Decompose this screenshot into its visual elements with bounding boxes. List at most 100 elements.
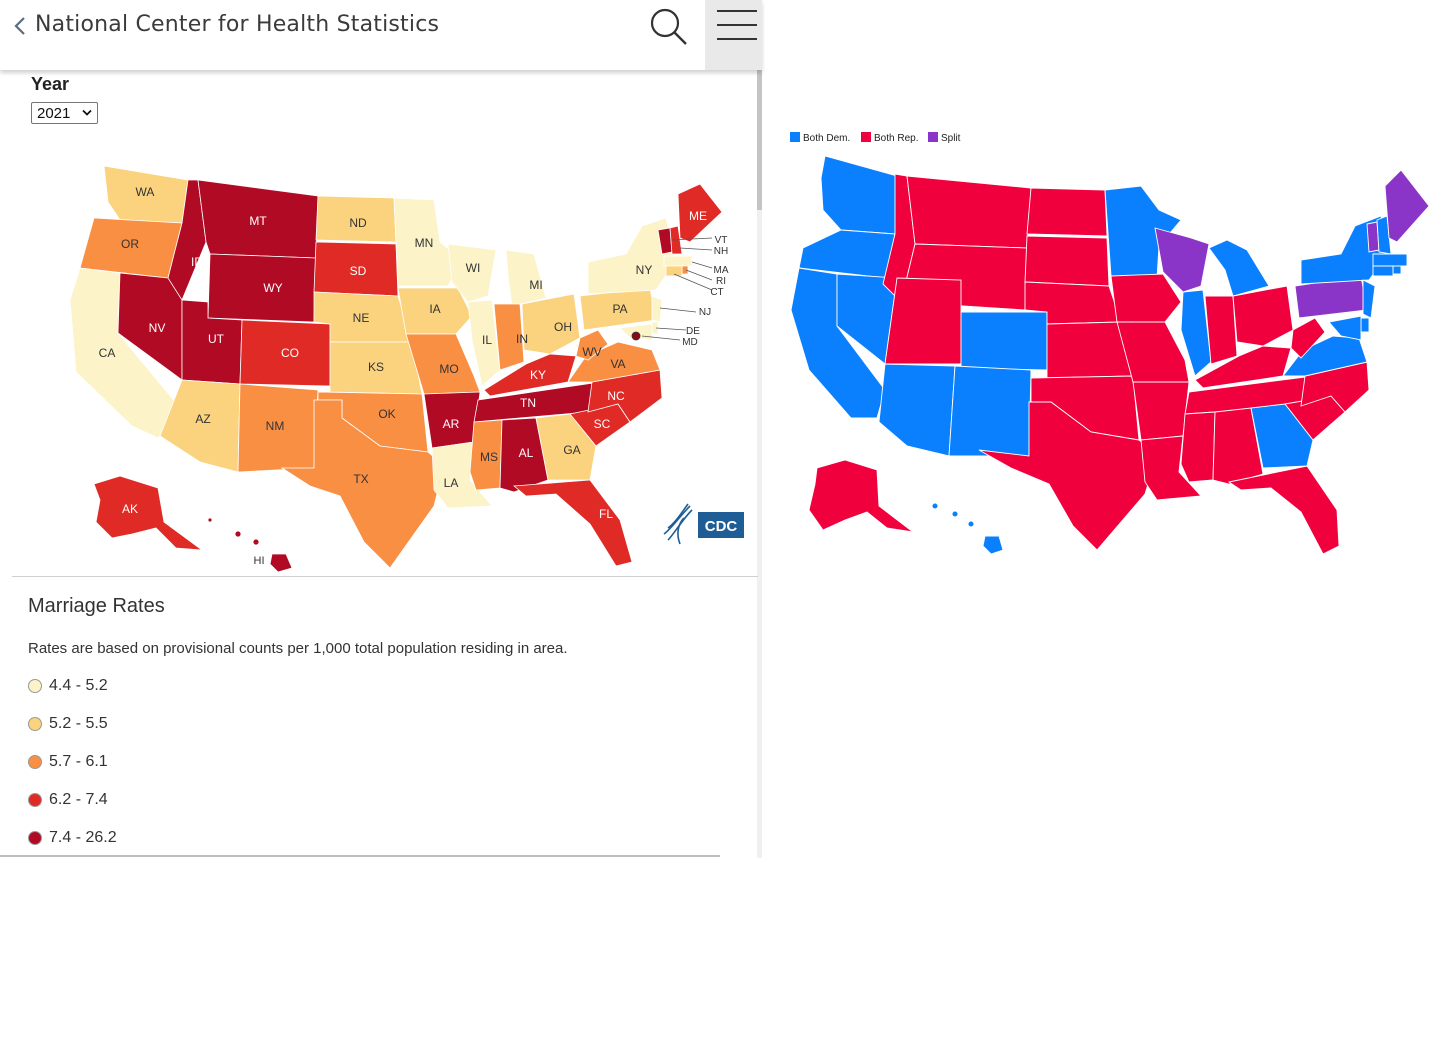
state-label: LA [444,476,459,490]
state-GA[interactable] [535,413,597,481]
scrollbar[interactable] [757,70,762,858]
bottom-rule [0,855,720,857]
state-IN[interactable] [1204,295,1238,365]
state-NM[interactable] [948,365,1032,457]
state-labels: WA OR CA ID NV MT WY UT AZ CO NM ND SD N… [99,185,729,567]
state-label: OH [554,320,572,334]
state-MD[interactable] [1328,315,1362,341]
state-FL[interactable] [1227,465,1340,555]
state-MS[interactable] [1180,411,1216,483]
year-select[interactable]: 2021 [31,102,98,124]
legend-title: Marriage Rates [28,595,165,617]
state-HI[interactable] [269,553,293,573]
state-label: MO [439,362,458,376]
state-ME[interactable] [677,183,723,243]
cdc-logo-text: CDC [705,518,738,535]
state-label: MI [529,278,542,292]
legend-swatch [861,132,871,142]
legend-swatch [28,793,42,807]
state-NJ[interactable] [1362,279,1376,319]
state-CT[interactable] [665,265,683,277]
chevron-down-icon [82,109,92,116]
state-MT[interactable] [906,175,1032,249]
state-NJ[interactable] [651,295,663,323]
state-AK[interactable] [808,459,914,533]
state-MS[interactable] [469,419,503,491]
state-label: OK [378,407,395,421]
state-UT[interactable] [884,277,962,365]
state-label: MS [480,450,498,464]
state-ME[interactable] [1384,169,1430,243]
party-legend-item: Both Dem. [790,132,850,144]
state-MO[interactable] [1116,321,1190,383]
cdc-logo: CDC [663,503,744,545]
state-MI[interactable] [505,249,547,307]
nchs-panel: National Center for Health Statistics Ye… [0,0,762,858]
state-GA[interactable] [1250,403,1314,469]
legend-label: 4.4 - 5.2 [49,677,108,694]
section-divider [12,576,758,577]
state-IN[interactable] [493,303,525,371]
legend-note: Rates are based on provisional counts pe… [28,640,568,657]
state-MA[interactable] [1372,253,1408,267]
state-label: WA [136,185,155,199]
search-icon[interactable] [648,6,690,48]
state-HI-islet [967,520,975,528]
state-label: CT [710,287,723,298]
state-label: IN [516,332,528,346]
state-label: DE [686,326,700,337]
state-OH[interactable] [521,293,581,355]
state-HI-islet [207,517,213,523]
state-WV[interactable] [575,329,609,361]
party-legend-item: Both Rep. [861,132,918,144]
state-WV[interactable] [1290,317,1326,359]
state-CO[interactable] [960,311,1048,371]
state-label: UT [208,332,225,346]
state-WY[interactable] [207,253,317,323]
hamburger-icon [717,10,757,40]
party-legend-item: Split [928,132,960,144]
legend-label: 5.2 - 5.5 [49,715,108,732]
state-label: WV [582,345,601,359]
state-AK[interactable] [93,475,204,551]
state-label: AZ [195,412,210,426]
state-RI[interactable] [1392,265,1402,275]
chevron-left-icon[interactable] [10,13,32,39]
state-label: NE [353,311,370,325]
state-label: AK [122,502,138,516]
state-TX[interactable] [978,401,1158,551]
state-label: GA [563,443,580,457]
state-label: SD [350,264,367,278]
state-AZ[interactable] [159,379,241,473]
state-label: NC [607,389,625,403]
state-WA[interactable] [820,155,898,235]
state-MI[interactable] [1208,239,1270,297]
state-label: FL [599,507,613,521]
state-label: ND [349,216,367,230]
scrollbar-thumb[interactable] [757,70,762,210]
state-IA[interactable] [397,287,473,335]
state-HI[interactable] [982,535,1004,555]
state-AR[interactable] [1132,381,1190,441]
state-DE[interactable] [1360,317,1370,333]
leader-lines [641,237,713,341]
state-IA[interactable] [1110,273,1182,323]
state-FL[interactable] [512,479,633,567]
party-control-map [790,155,1430,555]
state-label: NV [149,321,166,335]
state-IL[interactable] [467,299,501,387]
state-MO[interactable] [405,333,481,395]
state-TX[interactable] [280,399,445,569]
state-SD[interactable] [1024,235,1110,287]
state-WI[interactable] [1154,227,1210,293]
menu-button[interactable] [705,0,762,70]
state-WI[interactable] [447,243,497,303]
state-IL[interactable] [1180,289,1212,377]
state-ND[interactable] [1026,187,1108,237]
state-CT[interactable] [1372,265,1394,277]
state-OH[interactable] [1232,285,1294,347]
state-MA[interactable] [663,255,693,267]
state-label: SC [594,417,611,431]
state-label: VT [715,235,728,246]
state-AZ[interactable] [878,363,956,457]
